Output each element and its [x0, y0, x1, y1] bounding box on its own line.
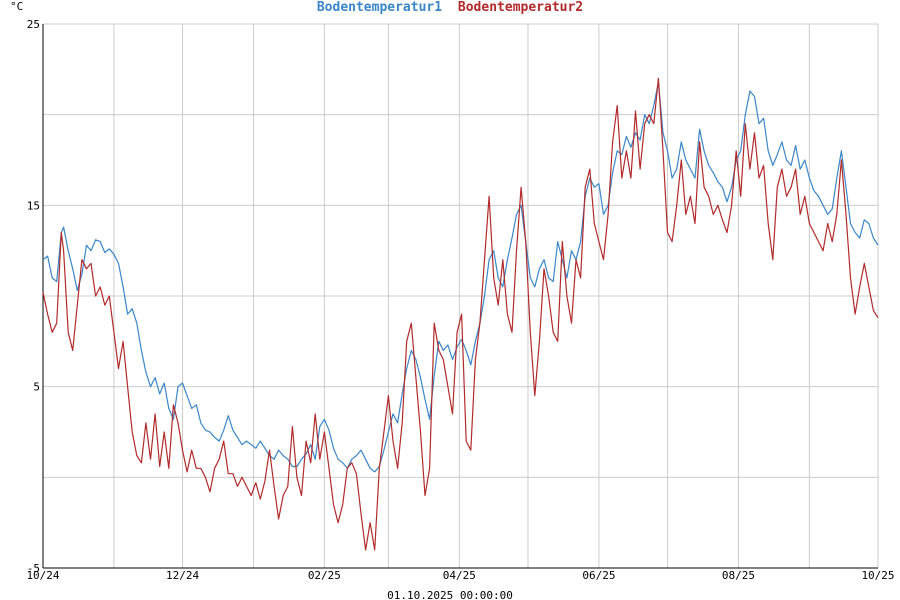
x-tick-label: 06/25	[582, 569, 615, 582]
y-tick-label: 15	[27, 199, 40, 212]
chart-grid	[42, 23, 879, 569]
legend: Bodentemperatur1 Bodentemperatur2	[317, 0, 583, 15]
x-tick-label: 08/25	[722, 569, 755, 582]
chart-labels: -5 5 15 25 10/24 12/24 02/25 04/25 06/25 08/25 10/…	[26, 18, 894, 582]
x-tick-label: 10/25	[861, 569, 894, 582]
chart-series	[42, 77, 879, 551]
series-line-bodentemperatur1	[42, 81, 879, 473]
y-axis-unit-label: °C	[10, 0, 23, 13]
x-tick-label: 04/25	[443, 569, 476, 582]
y-tick-label: -5	[27, 562, 40, 575]
x-tick-label: 02/25	[308, 569, 341, 582]
timestamp-label: 01.10.2025 00:00:00	[387, 589, 513, 600]
legend-series2-label: Bodentemperatur2	[458, 0, 583, 15]
y-tick-label: 5	[33, 381, 40, 394]
chart-axes	[42, 24, 878, 569]
x-tick-label: 10/24	[26, 569, 59, 582]
legend-series1-label: Bodentemperatur1	[317, 0, 442, 15]
y-tick-label: 25	[27, 18, 40, 31]
x-tick-label: 12/24	[166, 569, 199, 582]
series-line-bodentemperatur2	[42, 77, 879, 551]
